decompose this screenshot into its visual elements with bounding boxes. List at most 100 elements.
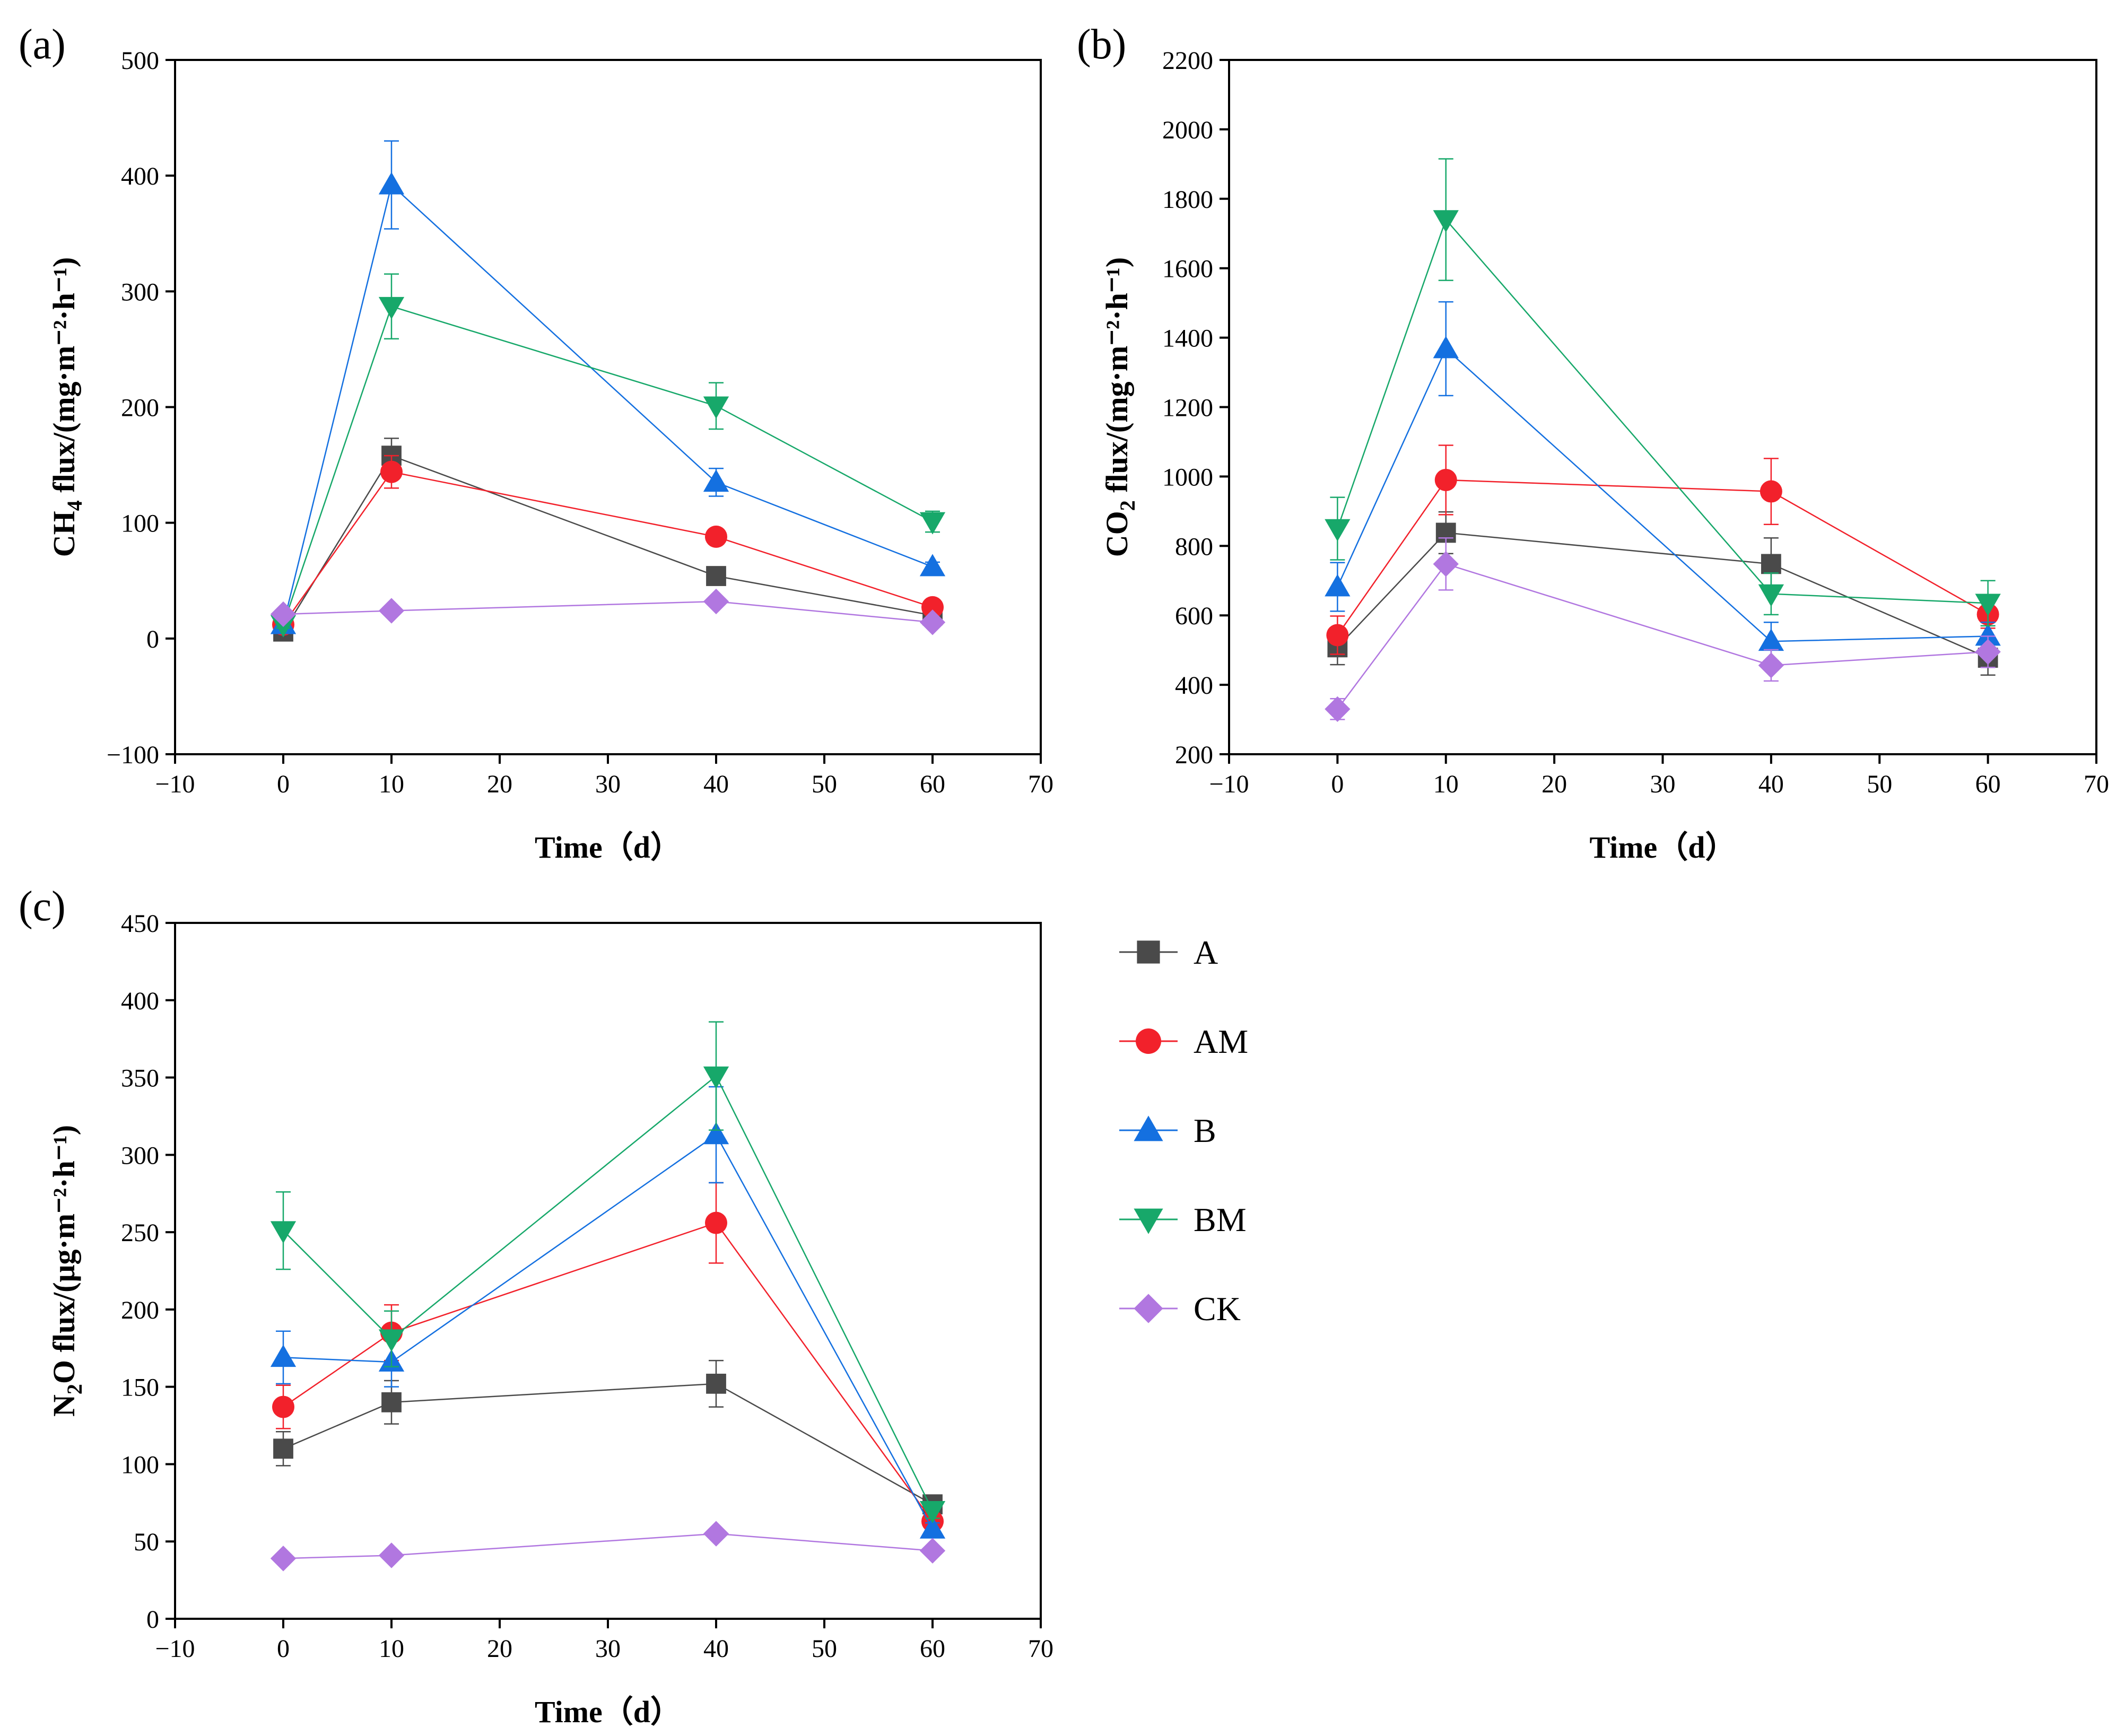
series-b <box>1325 301 2001 661</box>
y-tick-label: 200 <box>1175 741 1213 769</box>
y-axis-title: N2O flux/(μg·m⁻²·h⁻¹) <box>47 1125 86 1417</box>
series-bm <box>1325 158 2001 627</box>
y-axis-title-subscript: 4 <box>63 500 86 511</box>
x-tick-label: 40 <box>703 1635 729 1663</box>
x-tick-label: 60 <box>920 1635 945 1663</box>
legend-item-bm: BM <box>1119 1201 1247 1238</box>
y-tick-label: 300 <box>121 278 159 306</box>
legend-item-am: AM <box>1119 1023 1248 1060</box>
x-tick-label: −10 <box>155 1635 195 1663</box>
y-tick-label: 1400 <box>1162 325 1213 353</box>
legend-marker <box>1137 940 1160 964</box>
data-point <box>705 1211 727 1234</box>
series-ck <box>270 1521 946 1572</box>
series-ck <box>1325 537 2001 722</box>
data-point <box>1975 594 2001 616</box>
series-line <box>283 1222 934 1522</box>
legend-label: AM <box>1194 1023 1248 1060</box>
data-point <box>378 598 405 624</box>
x-tick-label: 70 <box>1028 1635 1053 1663</box>
x-tick-label: 30 <box>595 770 621 798</box>
data-point <box>921 596 944 618</box>
data-point <box>703 1122 729 1145</box>
x-tick-label: 0 <box>1331 770 1344 798</box>
y-axis-title-subscript: 2 <box>1116 500 1139 511</box>
y-tick-label: 350 <box>121 1065 159 1093</box>
x-tick-label: 60 <box>1975 770 2001 798</box>
y-axis-title-rest: flux/(mg·m⁻²·h⁻¹) <box>47 257 81 501</box>
data-point <box>703 1066 729 1089</box>
x-tick-label: 30 <box>595 1635 621 1663</box>
series-line <box>283 1383 933 1505</box>
legend-label: CK <box>1194 1290 1241 1328</box>
series-line <box>1337 563 1988 710</box>
data-point <box>1758 584 1784 607</box>
data-point <box>270 601 297 627</box>
data-point <box>703 396 729 419</box>
y-tick-label: 0 <box>146 1606 159 1634</box>
data-point <box>919 1501 946 1524</box>
y-tick-label: 100 <box>121 510 159 538</box>
series-ck <box>270 588 946 635</box>
y-tick-label: 300 <box>121 1141 159 1170</box>
series-bm <box>270 1021 946 1524</box>
data-point <box>1325 574 1351 597</box>
x-tick-label: 70 <box>1028 770 1053 798</box>
x-tick-label: 50 <box>812 1635 837 1663</box>
legend-item-ck: CK <box>1119 1290 1241 1328</box>
y-tick-label: 400 <box>1175 671 1213 700</box>
y-tick-label: 0 <box>146 625 159 653</box>
data-point <box>378 1329 405 1352</box>
x-axis-title: Time（d） <box>1589 830 1736 865</box>
x-tick-label: 30 <box>1650 770 1676 798</box>
data-point <box>1760 480 1782 503</box>
series-line <box>1337 532 1989 659</box>
x-tick-label: 10 <box>379 1635 404 1663</box>
data-point <box>703 588 729 615</box>
data-point <box>270 1345 297 1367</box>
legend-label: A <box>1194 934 1218 971</box>
series-line <box>282 455 933 632</box>
data-point <box>380 460 403 483</box>
data-point <box>1975 623 2001 646</box>
series-line <box>1337 218 1988 604</box>
x-tick-label: 40 <box>1758 770 1784 798</box>
chart-panel-b: −10 0 10 20 30 40 50 60 70 200 400 600 800 1000 1200 14… <box>1077 21 2109 865</box>
data-point <box>706 566 726 586</box>
data-point <box>919 1516 946 1539</box>
data-point <box>1758 629 1784 651</box>
y-axis-title-rest: O flux/(μg·m⁻²·h⁻¹) <box>47 1125 81 1384</box>
y-axis-title: CH4 flux/(mg·m⁻²·h⁻¹) <box>47 257 86 557</box>
data-point <box>703 469 729 492</box>
x-tick-label: 40 <box>703 770 729 798</box>
data-point <box>270 1546 297 1572</box>
data-point <box>1434 468 1457 491</box>
legend-item-b: B <box>1119 1112 1216 1149</box>
panels: −10 0 10 20 30 40 50 60 70−1000100200300400500(a… <box>19 21 2109 1729</box>
data-point <box>273 1438 293 1459</box>
series-line <box>283 1533 933 1559</box>
y-tick-label: 150 <box>121 1374 159 1402</box>
data-point <box>703 1521 729 1547</box>
legend-item-a: A <box>1119 934 1218 971</box>
x-tick-label: 20 <box>487 1635 512 1663</box>
y-tick-label: 1800 <box>1162 186 1213 214</box>
x-tick-label: 60 <box>920 770 945 798</box>
y-axis-title-rest: flux/(mg·m⁻²·h⁻¹) <box>1100 257 1134 501</box>
series-am <box>1326 444 1999 655</box>
y-axis-title: CO2 flux/(mg·m⁻²·h⁻¹) <box>1100 257 1139 557</box>
y-tick-label: 100 <box>121 1451 159 1479</box>
y-tick-label: 1600 <box>1162 255 1213 283</box>
y-tick-label: 600 <box>1175 602 1213 630</box>
series-line <box>282 306 933 625</box>
x-tick-label: 50 <box>1867 770 1892 798</box>
x-tick-label: 20 <box>1542 770 1567 798</box>
data-point <box>1433 210 1459 233</box>
x-tick-label: −10 <box>155 770 195 798</box>
data-point <box>1326 624 1349 647</box>
data-point <box>381 1392 402 1412</box>
data-point <box>919 554 946 577</box>
x-tick-label: 0 <box>277 770 290 798</box>
panel-label: (b) <box>1077 21 1126 68</box>
